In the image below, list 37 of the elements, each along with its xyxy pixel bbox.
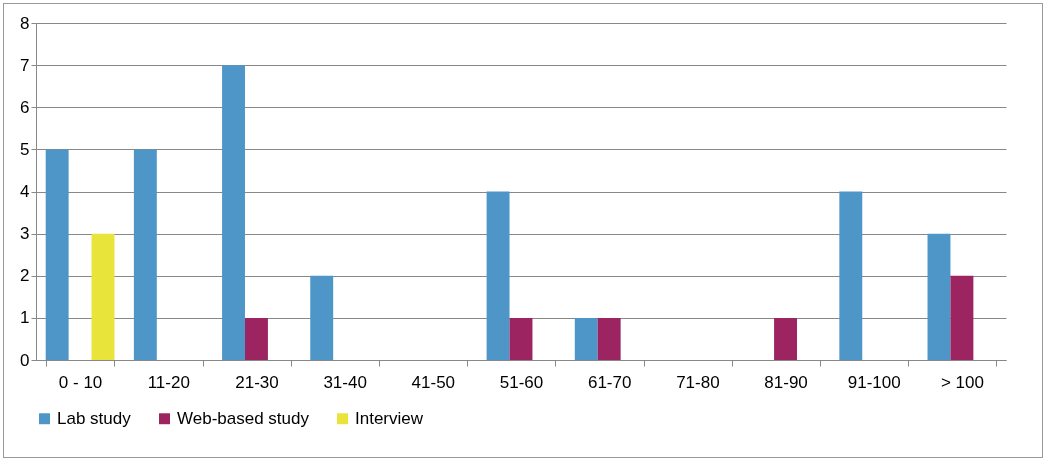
bar (222, 65, 245, 360)
legend-label: Web-based study (177, 408, 310, 428)
bar (950, 275, 974, 360)
bar (91, 233, 115, 360)
bar (45, 149, 69, 360)
x-tick-label: 81-90 (764, 372, 808, 392)
y-tick-label: 5 (20, 139, 30, 159)
bar (509, 317, 533, 360)
x-tick-label: 91-100 (847, 372, 901, 392)
y-tick-label: 2 (20, 266, 30, 286)
x-tick-label: 11-20 (147, 372, 190, 392)
bar (244, 317, 268, 360)
bar (597, 317, 621, 360)
bar (774, 317, 798, 360)
x-tick-label: 21-30 (235, 372, 279, 392)
y-tick-label: 8 (20, 13, 30, 33)
y-tick-label: 1 (20, 308, 30, 328)
x-tick-label: 0 - 10 (58, 372, 103, 392)
y-tick-label: 7 (20, 55, 30, 75)
x-tick-label: 41-50 (411, 372, 456, 392)
bar (574, 317, 598, 360)
x-tick-label: 31-40 (323, 372, 367, 392)
bar (839, 191, 863, 360)
x-tick-label: 51-60 (499, 372, 544, 392)
bar (927, 233, 951, 360)
x-tick-label: 61-70 (587, 372, 632, 392)
y-tick-label: 3 (20, 224, 30, 244)
y-tick-label: 0 (20, 350, 30, 370)
y-tick-label: 6 (20, 97, 30, 117)
legend-label: Lab study (57, 408, 132, 428)
bar (486, 191, 510, 360)
x-tick-label: > 100 (940, 372, 984, 392)
x-tick-label: 71-80 (676, 372, 720, 392)
bar (133, 149, 157, 360)
y-tick-label: 4 (20, 182, 30, 201)
bar (310, 275, 334, 360)
legend-label: Interview (355, 408, 424, 428)
